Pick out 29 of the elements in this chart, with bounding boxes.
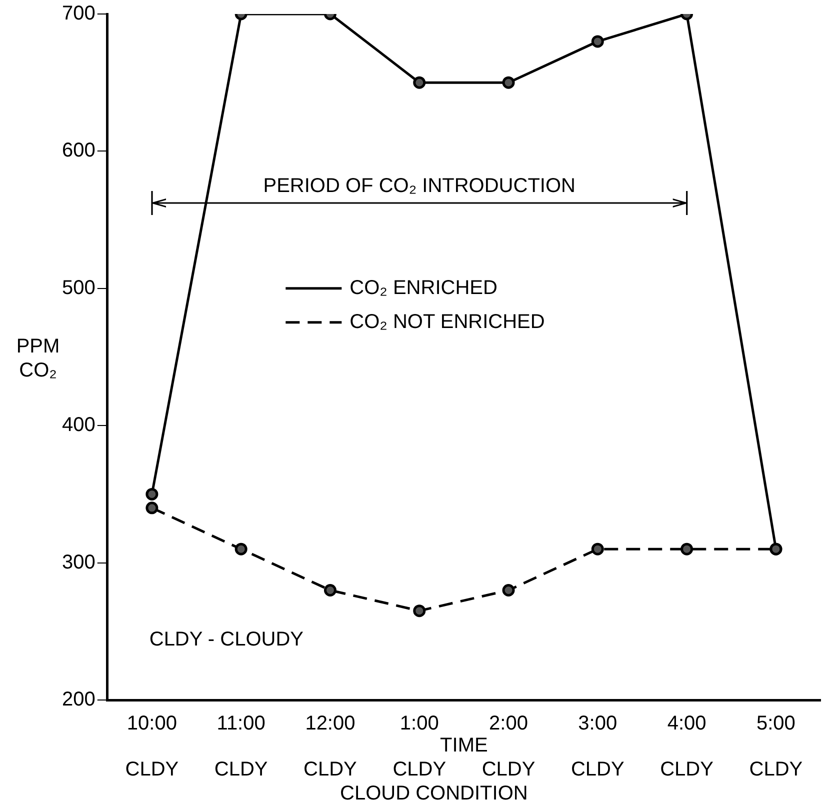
x-tick-label: 4:00: [667, 712, 706, 735]
x-tick-label: 10:00: [126, 712, 177, 735]
x-tick-label: 11:00: [216, 712, 266, 735]
text: CLDY: [125, 758, 179, 781]
x-tick-label: 12:00: [305, 712, 356, 735]
text: CLDY: [660, 758, 714, 781]
text: CLDY: [304, 758, 357, 781]
y-tick-label: 400: [62, 414, 96, 436]
text: CLDY: [570, 758, 624, 781]
x-tick-label: 2:00: [489, 712, 528, 735]
text: CLDY: [392, 758, 446, 781]
annotation: PERIOD OF CO₂ INTRODUCTION: [263, 175, 576, 198]
y-axis-title: PPM CO₂: [16, 336, 60, 382]
annotation: CLDY - CLOUDY: [149, 628, 304, 651]
legend-label: CO₂ ENRICHED: [350, 276, 498, 299]
y-tick-label: 200: [62, 688, 96, 711]
x-tick-label: 3:00: [578, 712, 618, 735]
x-tick-label: 5:00: [756, 712, 796, 735]
text: CLDY: [482, 758, 536, 781]
y-tick-label: 700: [62, 2, 96, 25]
text: CLDY: [214, 758, 268, 781]
x-tick-label: 1:00: [400, 712, 439, 735]
legend-label: CO₂ NOT ENRICHED: [350, 310, 545, 333]
y-tick-label: 300: [62, 551, 96, 574]
y-tick-label: 600: [62, 140, 96, 162]
text: CLDY: [749, 758, 803, 781]
y-tick-label: 500: [62, 276, 96, 299]
text: CLOUD CONDITION: [340, 782, 528, 805]
x-axis-title: TIME: [440, 734, 488, 757]
